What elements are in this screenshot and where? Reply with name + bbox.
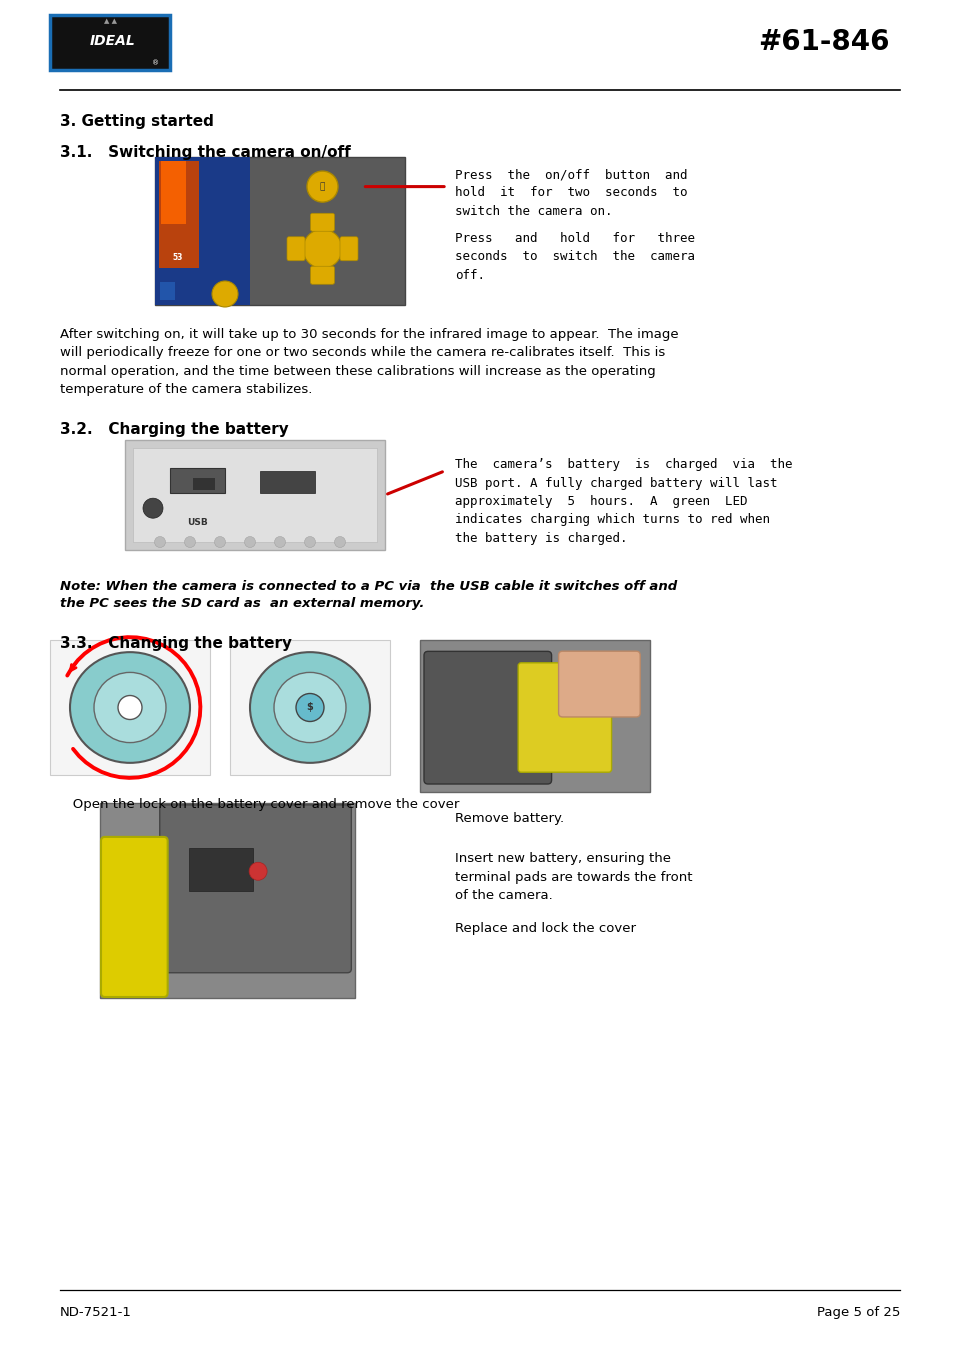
FancyBboxPatch shape xyxy=(159,162,199,269)
FancyBboxPatch shape xyxy=(287,236,305,261)
FancyBboxPatch shape xyxy=(310,266,335,285)
Text: 3.1.   Switching the camera on/off: 3.1. Switching the camera on/off xyxy=(60,144,351,161)
Text: ®: ® xyxy=(152,61,159,66)
Ellipse shape xyxy=(70,652,190,763)
Text: USB: USB xyxy=(187,518,207,526)
FancyBboxPatch shape xyxy=(125,440,385,549)
Text: ND-7521-1: ND-7521-1 xyxy=(60,1305,132,1319)
Text: 3. Getting started: 3. Getting started xyxy=(60,113,213,130)
Circle shape xyxy=(118,695,142,720)
Text: Page 5 of 25: Page 5 of 25 xyxy=(816,1305,899,1319)
FancyBboxPatch shape xyxy=(50,640,210,775)
Text: $: $ xyxy=(306,702,313,713)
FancyBboxPatch shape xyxy=(50,15,170,70)
Text: After switching on, it will take up to 30 seconds for the infrared image to appe: After switching on, it will take up to 3… xyxy=(60,328,678,397)
FancyBboxPatch shape xyxy=(101,837,168,998)
Ellipse shape xyxy=(250,652,370,763)
Text: 3.3.   Changing the battery: 3.3. Changing the battery xyxy=(60,636,292,651)
FancyBboxPatch shape xyxy=(339,236,357,261)
FancyBboxPatch shape xyxy=(423,651,551,784)
FancyBboxPatch shape xyxy=(558,651,639,717)
Text: Note: When the camera is connected to a PC via  the USB cable it switches off an: Note: When the camera is connected to a … xyxy=(60,580,677,610)
FancyBboxPatch shape xyxy=(160,282,174,300)
Text: Press   and   hold   for   three
seconds  to  switch  the  camera
off.: Press and hold for three seconds to swit… xyxy=(455,232,695,282)
Circle shape xyxy=(184,536,195,548)
Ellipse shape xyxy=(274,672,346,742)
Circle shape xyxy=(143,498,163,518)
Text: The  camera’s  battery  is  charged  via  the
USB port. A fully charged battery : The camera’s battery is charged via the … xyxy=(455,458,792,545)
FancyBboxPatch shape xyxy=(230,640,390,775)
Ellipse shape xyxy=(94,672,166,742)
FancyBboxPatch shape xyxy=(100,803,355,998)
Text: Insert new battery, ensuring the
terminal pads are towards the front
of the came: Insert new battery, ensuring the termina… xyxy=(455,852,692,902)
FancyBboxPatch shape xyxy=(161,162,186,224)
FancyBboxPatch shape xyxy=(310,213,335,231)
Circle shape xyxy=(303,230,341,269)
Text: ▲ ▲: ▲ ▲ xyxy=(103,19,116,24)
Circle shape xyxy=(214,536,225,548)
Circle shape xyxy=(249,863,267,880)
Text: 53: 53 xyxy=(172,254,183,262)
FancyBboxPatch shape xyxy=(419,640,649,792)
Circle shape xyxy=(307,171,337,202)
Text: Open the lock on the battery cover and remove the cover: Open the lock on the battery cover and r… xyxy=(60,798,459,811)
Circle shape xyxy=(212,281,237,306)
Text: 3.2.   Charging the battery: 3.2. Charging the battery xyxy=(60,423,289,437)
FancyBboxPatch shape xyxy=(260,471,314,493)
Circle shape xyxy=(335,536,345,548)
FancyBboxPatch shape xyxy=(189,848,253,891)
Text: Press  the  on/off  button  and
hold  it  for  two  seconds  to
switch the camer: Press the on/off button and hold it for … xyxy=(455,167,687,217)
Circle shape xyxy=(295,694,324,721)
FancyBboxPatch shape xyxy=(154,157,405,305)
FancyBboxPatch shape xyxy=(193,478,214,490)
Text: IDEAL: IDEAL xyxy=(90,34,135,49)
FancyBboxPatch shape xyxy=(517,663,611,772)
Text: #61-846: #61-846 xyxy=(758,28,889,55)
FancyBboxPatch shape xyxy=(132,448,376,541)
FancyBboxPatch shape xyxy=(170,468,225,493)
FancyBboxPatch shape xyxy=(159,805,351,973)
Text: ⏻: ⏻ xyxy=(319,182,325,192)
Text: Replace and lock the cover: Replace and lock the cover xyxy=(455,922,636,936)
Text: Remove battery.: Remove battery. xyxy=(455,811,563,825)
FancyBboxPatch shape xyxy=(154,157,250,305)
Circle shape xyxy=(154,536,165,548)
Circle shape xyxy=(244,536,255,548)
Circle shape xyxy=(274,536,285,548)
Circle shape xyxy=(304,536,315,548)
